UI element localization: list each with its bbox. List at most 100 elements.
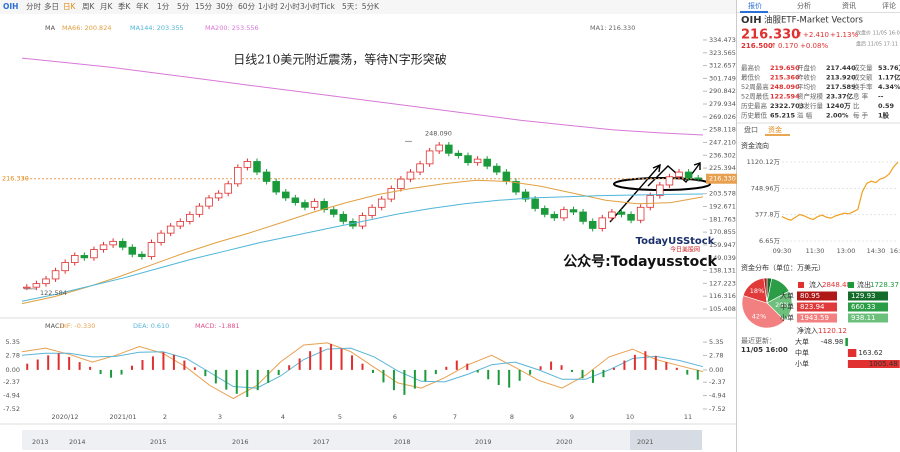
- macd-bar: [319, 347, 322, 370]
- toolbar-item[interactable]: 5分: [177, 2, 190, 11]
- stat-label: 52周最低: [741, 92, 769, 101]
- x-tick-label: 14:30: [867, 247, 886, 255]
- y-tick-label: 138.131: [709, 267, 736, 275]
- toolbar-item[interactable]: 季K: [118, 1, 131, 11]
- candle: [214, 192, 223, 199]
- x-tick-label: 7: [453, 413, 457, 421]
- pie-label: 20%: [775, 301, 789, 309]
- x-tick-label: 11: [684, 413, 692, 421]
- stat-label: 比: [853, 101, 860, 110]
- toolbar-item[interactable]: 2小时: [280, 1, 300, 11]
- candle: [109, 240, 117, 246]
- x-tick-label: 2: [163, 413, 167, 421]
- x-tick-label: 4: [281, 413, 285, 421]
- name: 油服ETF-Market Vectors: [764, 15, 864, 26]
- navigator[interactable]: [22, 430, 702, 450]
- macd-bar: [654, 355, 657, 370]
- change: +2.410: [803, 31, 829, 39]
- toolbar-item[interactable]: OIH: [3, 2, 18, 11]
- candle: [684, 171, 693, 179]
- pie-slice: [741, 295, 786, 329]
- tab[interactable]: 资讯: [842, 1, 856, 10]
- toolbar-item[interactable]: Tick: [319, 2, 336, 11]
- candle: [646, 195, 655, 208]
- swatch: [798, 282, 804, 288]
- x-tick-label: 11:30: [806, 247, 825, 255]
- sub-tab[interactable]: 资金: [768, 125, 782, 134]
- macd-bar: [225, 369, 228, 390]
- toolbar-item[interactable]: 15分: [195, 2, 213, 11]
- toolbar-item[interactable]: 年K: [136, 1, 149, 11]
- wechat: 公众号:Todayusstock: [563, 253, 717, 270]
- stat-label: 总发行量: [797, 101, 824, 110]
- stat-label: 溢 幅: [797, 111, 813, 120]
- flow-title: 资金流向: [741, 141, 769, 150]
- toolbar-item[interactable]: 多日: [44, 1, 59, 11]
- toolbar-item[interactable]: 月K: [100, 2, 113, 11]
- tab[interactable]: 评论: [882, 1, 896, 10]
- last-price-label-left: 216.330: [2, 175, 29, 183]
- candle: [435, 144, 443, 152]
- toolbar-item[interactable]: 5天：5分K: [342, 2, 380, 11]
- toolbar-item[interactable]: 周K: [82, 2, 95, 11]
- legend-entry: MA1: 216.330: [590, 24, 635, 32]
- price: 216.330: [741, 28, 800, 43]
- candle: [176, 220, 185, 227]
- tab[interactable]: 分析: [797, 1, 811, 10]
- stat-value: --: [878, 93, 884, 101]
- toolbar-item[interactable]: 60分: [238, 2, 256, 11]
- candle: [339, 213, 348, 222]
- y-tick-label: 269.026: [709, 113, 736, 121]
- chart-title: 日线210美元附近震荡，等待N字形突破: [233, 52, 446, 67]
- macd-bar: [581, 369, 584, 379]
- candle: [665, 176, 674, 186]
- table-cell: 80.95: [800, 292, 820, 300]
- stat-value: 215.360: [770, 74, 800, 82]
- arrow-head: [693, 162, 701, 170]
- x-tick-label: 09:30: [773, 247, 792, 255]
- navigator-window[interactable]: [630, 430, 702, 450]
- toolbar-item[interactable]: 分时: [26, 1, 41, 11]
- y-tick-label: -7.52: [709, 405, 726, 413]
- macd-bar: [413, 369, 416, 389]
- sub-tab[interactable]: 盘口: [744, 125, 758, 134]
- table-cell: 1943.59: [800, 314, 829, 322]
- toolbar-item[interactable]: 1小时: [258, 1, 278, 11]
- x-tick-label: 9: [570, 413, 574, 421]
- y-tick-label: -4.94: [709, 392, 726, 400]
- stat-value: 1.17亿: [878, 73, 900, 82]
- table-row-label: 中单: [780, 302, 794, 311]
- after-price: 216.500: [741, 42, 773, 50]
- tab[interactable]: 报价: [748, 1, 762, 10]
- toolbar-item[interactable]: 3小时: [300, 1, 320, 11]
- toolbar-item[interactable]: 日K: [63, 2, 76, 11]
- table-head: 流入: [809, 280, 823, 289]
- macd-bar: [539, 366, 542, 370]
- candle: [416, 163, 424, 173]
- macd-bar: [455, 360, 458, 370]
- x-tick-label: 5: [338, 413, 342, 421]
- candle: [502, 171, 511, 182]
- dist-title: 资金分布（单位：万美元）: [741, 263, 825, 272]
- y-tick-label-left: 5.35: [6, 338, 20, 346]
- y-tick-label: 748.96万: [751, 184, 781, 192]
- y-tick-label-left: -4.94: [3, 392, 20, 400]
- candle: [195, 205, 204, 215]
- candle: [272, 181, 280, 193]
- stat-value: 2.00%: [826, 112, 849, 120]
- navigator-year: 2016: [232, 438, 249, 446]
- stat-label: 昨收价: [797, 73, 817, 82]
- candle: [636, 206, 645, 221]
- candle: [301, 202, 309, 208]
- stat-label: 最高价: [741, 63, 761, 72]
- y-tick-label: 236.302: [709, 151, 736, 159]
- stat-value: 122.594: [770, 93, 800, 101]
- toolbar-item[interactable]: 1分: [157, 2, 170, 11]
- toolbar-item[interactable]: 30分: [216, 2, 234, 11]
- legend-entry: MACD: -1.881: [195, 322, 240, 330]
- macd-bar: [309, 351, 312, 370]
- y-tick-label: 258.118: [709, 126, 736, 134]
- macd-bar: [560, 365, 563, 370]
- table-cell: 660.33: [851, 303, 876, 311]
